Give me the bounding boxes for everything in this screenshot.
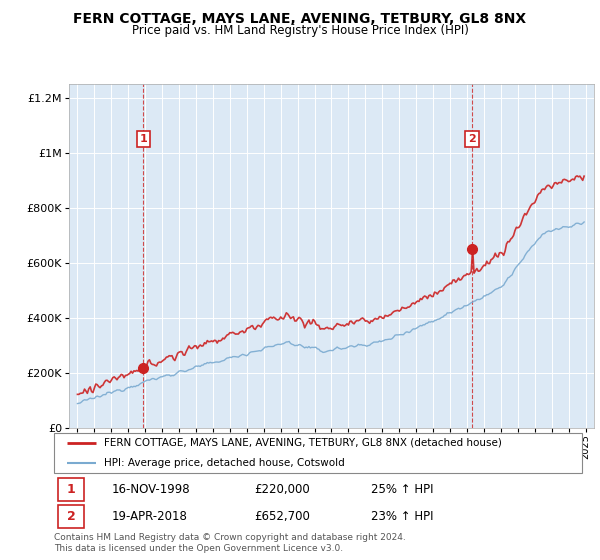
Text: £220,000: £220,000 [254, 483, 310, 496]
Text: 1: 1 [139, 134, 147, 144]
Text: 2: 2 [468, 134, 476, 144]
Text: FERN COTTAGE, MAYS LANE, AVENING, TETBURY, GL8 8NX: FERN COTTAGE, MAYS LANE, AVENING, TETBUR… [73, 12, 527, 26]
FancyBboxPatch shape [54, 433, 582, 473]
Text: FERN COTTAGE, MAYS LANE, AVENING, TETBURY, GL8 8NX (detached house): FERN COTTAGE, MAYS LANE, AVENING, TETBUR… [104, 438, 502, 448]
FancyBboxPatch shape [58, 478, 83, 501]
Text: Price paid vs. HM Land Registry's House Price Index (HPI): Price paid vs. HM Land Registry's House … [131, 24, 469, 36]
Text: HPI: Average price, detached house, Cotswold: HPI: Average price, detached house, Cots… [104, 458, 345, 468]
Text: 23% ↑ HPI: 23% ↑ HPI [371, 510, 433, 522]
Text: £652,700: £652,700 [254, 510, 311, 522]
Text: 2: 2 [67, 510, 75, 522]
Text: 19-APR-2018: 19-APR-2018 [112, 510, 188, 522]
FancyBboxPatch shape [58, 505, 83, 528]
Text: 1: 1 [67, 483, 75, 496]
Text: Contains HM Land Registry data © Crown copyright and database right 2024.
This d: Contains HM Land Registry data © Crown c… [54, 533, 406, 553]
Text: 25% ↑ HPI: 25% ↑ HPI [371, 483, 433, 496]
Text: 16-NOV-1998: 16-NOV-1998 [112, 483, 191, 496]
